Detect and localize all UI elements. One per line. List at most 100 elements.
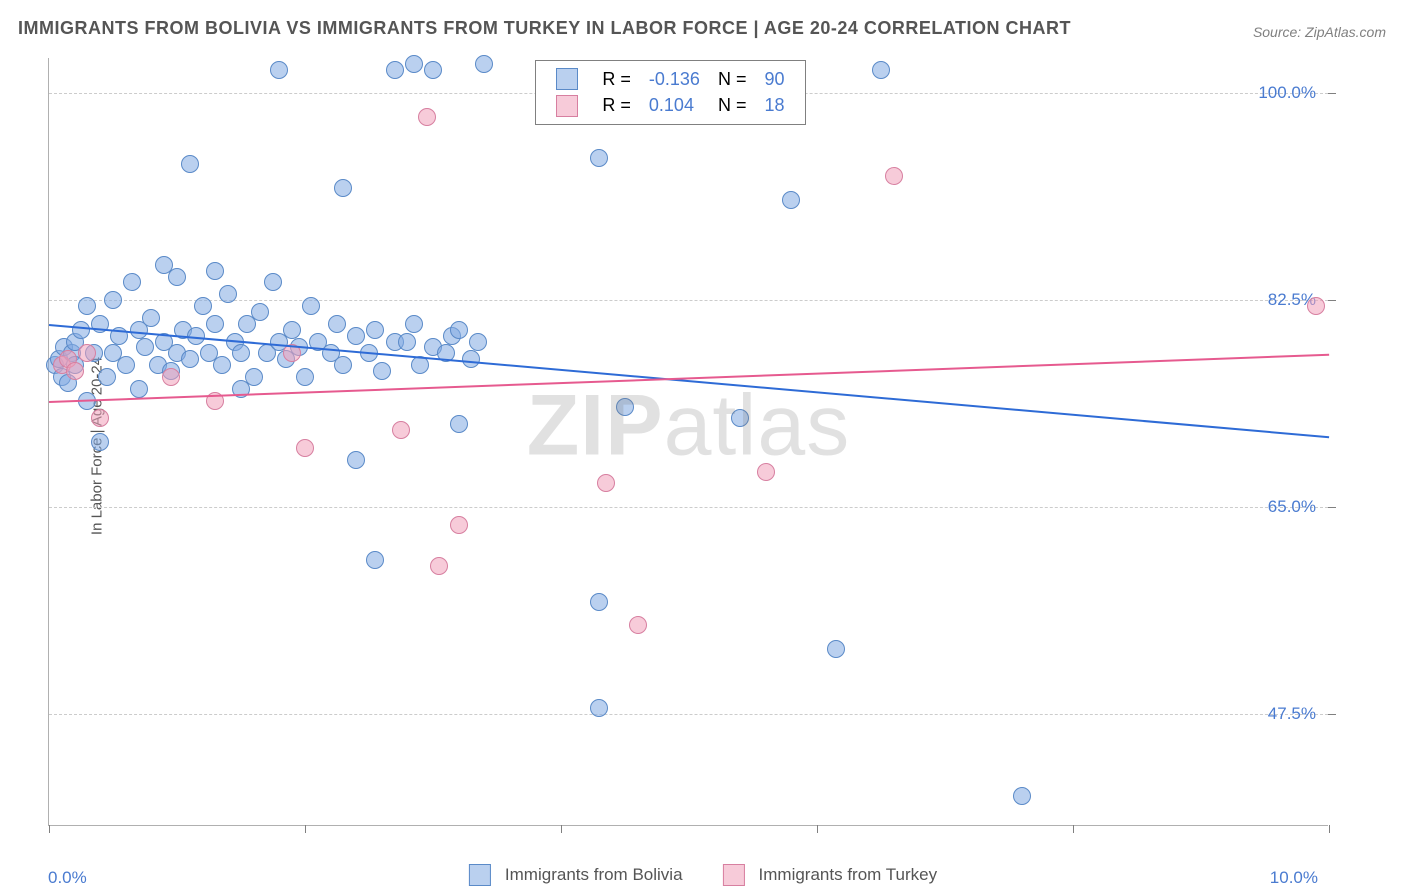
scatter-point xyxy=(590,699,608,717)
y-tick-label: 65.0% xyxy=(1268,497,1316,517)
scatter-point xyxy=(366,551,384,569)
scatter-point xyxy=(91,409,109,427)
scatter-point xyxy=(181,155,199,173)
scatter-point xyxy=(270,61,288,79)
scatter-point xyxy=(366,321,384,339)
scatter-point xyxy=(450,321,468,339)
x-tick-max: 10.0% xyxy=(1270,868,1318,888)
scatter-point xyxy=(347,327,365,345)
scatter-point xyxy=(827,640,845,658)
legend-swatch xyxy=(723,864,745,886)
scatter-point xyxy=(162,368,180,386)
chart-title: IMMIGRANTS FROM BOLIVIA VS IMMIGRANTS FR… xyxy=(18,18,1071,39)
scatter-point xyxy=(117,356,135,374)
scatter-point xyxy=(213,356,231,374)
legend-r-value: 0.104 xyxy=(641,93,708,117)
scatter-point xyxy=(418,108,436,126)
legend-r-value: -0.136 xyxy=(641,67,708,91)
scatter-point xyxy=(430,557,448,575)
scatter-point xyxy=(78,344,96,362)
gridline-horizontal xyxy=(49,714,1328,715)
x-tick-mark xyxy=(1329,825,1330,833)
legend-r-label: R = xyxy=(594,93,639,117)
y-tick-label: 100.0% xyxy=(1258,83,1316,103)
scatter-point xyxy=(283,321,301,339)
scatter-point xyxy=(347,451,365,469)
source-attribution: Source: ZipAtlas.com xyxy=(1253,24,1386,40)
legend-bottom: Immigrants from Bolivia Immigrants from T… xyxy=(469,864,937,886)
x-tick-mark xyxy=(561,825,562,833)
scatter-point xyxy=(194,297,212,315)
x-tick-min: 0.0% xyxy=(48,868,87,888)
legend-n-value: 90 xyxy=(756,67,792,91)
scatter-point xyxy=(590,149,608,167)
legend-n-label: N = xyxy=(710,93,755,117)
legend-swatch xyxy=(556,95,578,117)
scatter-point xyxy=(392,421,410,439)
scatter-point xyxy=(296,368,314,386)
legend-swatch xyxy=(556,68,578,90)
y-tick-label: 47.5% xyxy=(1268,704,1316,724)
scatter-point xyxy=(450,415,468,433)
scatter-point xyxy=(98,368,116,386)
scatter-point xyxy=(629,616,647,634)
x-tick-mark xyxy=(1073,825,1074,833)
scatter-point xyxy=(469,333,487,351)
scatter-point xyxy=(462,350,480,368)
plot-area: ZIPatlas 47.5%65.0%82.5%100.0%R =-0.136N… xyxy=(48,58,1328,826)
x-tick-mark xyxy=(49,825,50,833)
scatter-point xyxy=(168,268,186,286)
scatter-point xyxy=(334,356,352,374)
gridline-horizontal xyxy=(49,300,1328,301)
scatter-point xyxy=(123,273,141,291)
scatter-point xyxy=(219,285,237,303)
scatter-point xyxy=(731,409,749,427)
gridline-horizontal xyxy=(49,507,1328,508)
scatter-point xyxy=(450,516,468,534)
scatter-point xyxy=(373,362,391,380)
scatter-point xyxy=(78,297,96,315)
scatter-point xyxy=(405,315,423,333)
legend-r-label: R = xyxy=(594,67,639,91)
scatter-point xyxy=(72,321,90,339)
scatter-point xyxy=(232,344,250,362)
scatter-point xyxy=(104,291,122,309)
legend-swatch xyxy=(469,864,491,886)
legend-series-name: Immigrants from Turkey xyxy=(759,865,938,885)
correlation-legend: R =-0.136N =90 R =0.104N =18 xyxy=(535,60,805,125)
scatter-point xyxy=(206,262,224,280)
scatter-point xyxy=(405,55,423,73)
scatter-point xyxy=(424,61,442,79)
scatter-point xyxy=(206,315,224,333)
legend-n-value: 18 xyxy=(756,93,792,117)
scatter-point xyxy=(1013,787,1031,805)
legend-item: Immigrants from Bolivia xyxy=(469,864,683,886)
legend-n-label: N = xyxy=(710,67,755,91)
scatter-point xyxy=(597,474,615,492)
scatter-point xyxy=(782,191,800,209)
scatter-point xyxy=(590,593,608,611)
scatter-point xyxy=(398,333,416,351)
scatter-point xyxy=(130,380,148,398)
scatter-point xyxy=(66,362,84,380)
scatter-point xyxy=(475,55,493,73)
legend-series-name: Immigrants from Bolivia xyxy=(505,865,683,885)
watermark-bold: ZIP xyxy=(527,378,664,474)
scatter-point xyxy=(328,315,346,333)
scatter-point xyxy=(1307,297,1325,315)
scatter-point xyxy=(334,179,352,197)
scatter-point xyxy=(264,273,282,291)
scatter-point xyxy=(296,439,314,457)
scatter-point xyxy=(136,338,154,356)
legend-item: Immigrants from Turkey xyxy=(723,864,938,886)
scatter-point xyxy=(872,61,890,79)
scatter-point xyxy=(142,309,160,327)
scatter-point xyxy=(91,433,109,451)
scatter-point xyxy=(616,398,634,416)
scatter-point xyxy=(245,368,263,386)
scatter-point xyxy=(302,297,320,315)
scatter-point xyxy=(386,61,404,79)
scatter-point xyxy=(885,167,903,185)
scatter-point xyxy=(757,463,775,481)
scatter-point xyxy=(251,303,269,321)
